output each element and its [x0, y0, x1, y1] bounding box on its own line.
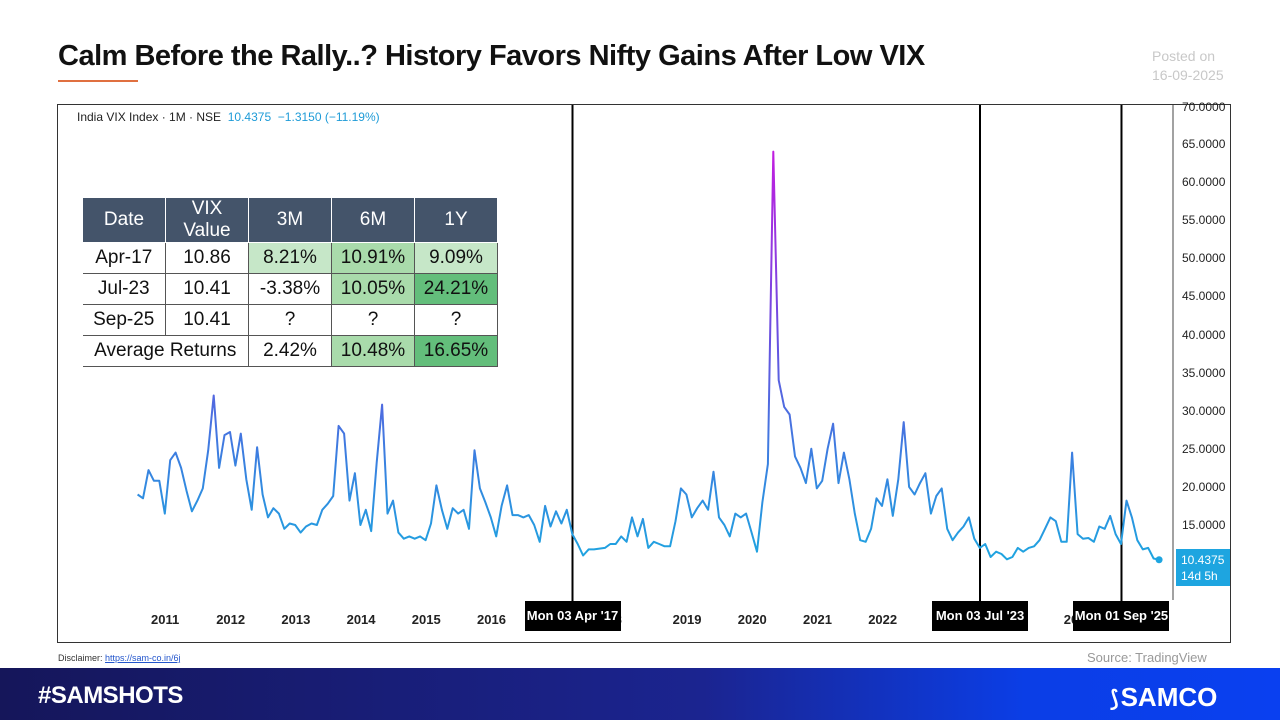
cell-1y: 24.21% — [414, 273, 498, 305]
date-marker-label: Mon 01 Sep '25 — [1073, 601, 1170, 631]
chart-frame — [57, 104, 1231, 643]
y-tick-label: 65.0000 — [1182, 137, 1226, 151]
cell-average-label: Average Returns — [82, 335, 249, 367]
cell-6m: ? — [331, 304, 415, 336]
header-date: Date — [82, 197, 166, 243]
cell-vix: 10.86 — [165, 242, 249, 274]
x-tick-label: 2021 — [803, 612, 832, 627]
x-tick-label: 2011 — [151, 612, 180, 627]
cell-vix: 10.41 — [165, 304, 249, 336]
cell-date: Apr-17 — [82, 242, 166, 274]
legend-symbol: India VIX Index · 1M · NSE — [77, 110, 222, 124]
legend-change: −1.3150 (−11.19%) — [277, 110, 380, 124]
brand-logo: ⟆SAMCO — [1110, 682, 1217, 713]
cell-1y: ? — [414, 304, 498, 336]
x-tick-label: 2022 — [868, 612, 898, 627]
x-tick-label: 2016 — [477, 612, 506, 627]
x-tick-label: 2014 — [346, 612, 376, 627]
y-tick-label: 70.0000 — [1182, 100, 1226, 114]
disclaimer-label: Disclaimer: — [58, 653, 103, 663]
cell-1y: 9.09% — [414, 242, 498, 274]
cell-avg-1y: 16.65% — [414, 335, 498, 367]
price-badge-countdown: 14d 5h — [1181, 569, 1218, 583]
legend-last-value: 10.4375 — [227, 110, 272, 124]
source-label: Source: TradingView — [1087, 650, 1207, 665]
samco-logo-icon: ⟆ — [1110, 686, 1119, 711]
y-tick-label: 60.0000 — [1182, 175, 1226, 190]
x-tick-label: 2012 — [216, 612, 246, 627]
x-tick-label: 2019 — [672, 612, 702, 627]
vix-returns-table: Date VIX Value 3M 6M 1Y Apr-17 10.86 8.2… — [82, 197, 498, 367]
page-title: Calm Before the Rally..? History Favors … — [58, 40, 925, 72]
chart-legend: India VIX Index · 1M · NSE 10.4375 −1.31… — [77, 110, 380, 124]
y-tick-label: 20.0000 — [1182, 479, 1226, 494]
posted-label: Posted on — [1152, 48, 1216, 64]
disclaimer: Disclaimer: https://sam-co.in/6j — [58, 653, 181, 663]
cell-6m: 10.05% — [331, 273, 415, 305]
y-tick-label: 40.0000 — [1182, 327, 1226, 342]
date-marker-label: Mon 03 Jul '23 — [932, 601, 1028, 631]
cell-avg-3m: 2.42% — [248, 335, 332, 367]
x-tick-label: 2013 — [281, 612, 311, 627]
x-tick-label: 2020 — [737, 612, 767, 627]
header-vix: VIX Value — [165, 197, 249, 243]
y-tick-label: 30.0000 — [1182, 403, 1226, 418]
cell-avg-6m: 10.48% — [331, 335, 415, 367]
title-underline — [58, 80, 138, 82]
table-row: Apr-17 10.86 8.21% 10.91% 9.09% — [82, 242, 498, 274]
cell-date: Jul-23 — [82, 273, 166, 305]
footer-bar — [0, 668, 1280, 720]
cell-3m: -3.38% — [248, 273, 332, 305]
y-tick-label: 50.0000 — [1182, 251, 1226, 266]
y-tick-label: 25.0000 — [1182, 441, 1226, 456]
table-row: Jul-23 10.41 -3.38% 10.05% 24.21% — [82, 273, 498, 305]
price-badge-value: 10.4375 — [1181, 553, 1225, 567]
date-marker-label: Mon 03 Apr '17 — [524, 601, 621, 631]
table-average-row: Average Returns 2.42% 10.48% 16.65% — [82, 335, 498, 367]
x-tick-label: 2015 — [411, 612, 441, 627]
table-row: Sep-25 10.41 ? ? ? — [82, 304, 498, 336]
cell-3m: 8.21% — [248, 242, 332, 274]
cell-vix: 10.41 — [165, 273, 249, 305]
last-value-dot — [1155, 556, 1163, 564]
table-header-row: Date VIX Value 3M 6M 1Y — [82, 197, 498, 243]
y-tick-label: 35.0000 — [1182, 365, 1226, 380]
cell-3m: ? — [248, 304, 332, 336]
header-1y: 1Y — [414, 197, 498, 243]
hashtag: #SAMSHOTS — [38, 682, 183, 709]
disclaimer-link[interactable]: https://sam-co.in/6j — [105, 653, 181, 663]
posted-date: Posted on 16-09-2025 — [1152, 47, 1224, 85]
cell-6m: 10.91% — [331, 242, 415, 274]
header-3m: 3M — [248, 197, 332, 243]
vix-series-line — [137, 150, 1160, 561]
cell-date: Sep-25 — [82, 304, 166, 336]
header-6m: 6M — [331, 197, 415, 243]
y-tick-label: 45.0000 — [1182, 289, 1226, 304]
brand-name: SAMCO — [1120, 682, 1218, 712]
price-badge: 10.4375 14d 5h — [1176, 549, 1230, 586]
posted-value: 16-09-2025 — [1152, 67, 1224, 83]
y-tick-label: 55.0000 — [1182, 213, 1226, 228]
y-tick-label: 15.0000 — [1182, 518, 1226, 532]
